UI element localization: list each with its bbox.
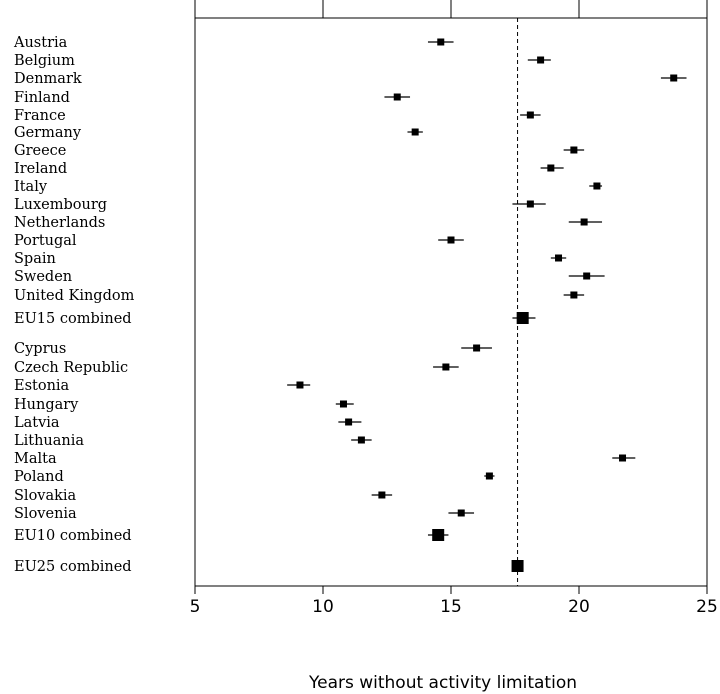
estimate-marker — [583, 272, 591, 280]
row-label: Cyprus — [14, 341, 66, 357]
row-france: France — [14, 108, 541, 124]
estimate-marker — [447, 236, 455, 244]
row-label: EU10 combined — [14, 528, 132, 544]
row-germany: Germany — [14, 125, 423, 141]
estimate-marker — [393, 93, 401, 101]
row-label: Latvia — [14, 415, 60, 431]
row-netherlands: Netherlands — [14, 215, 603, 231]
estimate-marker — [473, 344, 481, 352]
combined-estimate-marker — [511, 560, 524, 572]
row-eu15-combined: EU15 combined — [14, 311, 536, 327]
row-italy: Italy — [14, 179, 603, 195]
estimate-marker — [580, 218, 588, 226]
row-label: Italy — [14, 179, 48, 195]
row-label: Denmark — [14, 71, 82, 87]
combined-estimate-marker — [432, 529, 445, 541]
x-tick-label: 25 — [696, 597, 718, 617]
row-ireland: Ireland — [14, 161, 564, 177]
estimate-marker — [357, 436, 365, 444]
estimate-marker — [437, 38, 445, 46]
row-czech-republic: Czech Republic — [14, 360, 459, 376]
row-label: France — [14, 108, 66, 124]
estimate-marker — [537, 56, 545, 64]
row-label: United Kingdom — [14, 288, 135, 304]
estimate-marker — [570, 291, 578, 299]
forest-rows: Austria Belgium Denmark Finland FranceGerman… — [13, 35, 687, 575]
row-label: Malta — [14, 451, 57, 467]
row-label: EU25 combined — [14, 559, 132, 575]
row-sweden: Sweden — [14, 269, 605, 285]
row-label: Finland — [14, 90, 70, 106]
row-belgium: Belgium — [14, 53, 551, 69]
estimate-marker — [526, 200, 534, 208]
row-lithuania: Lithuania — [14, 433, 372, 449]
row-label: Luxembourg — [14, 197, 107, 213]
row-label: Sweden — [14, 269, 72, 285]
row-eu10-combined: EU10 combined — [14, 528, 449, 544]
estimate-marker — [570, 146, 578, 154]
row-finland: Finland — [14, 90, 411, 106]
row-austria: Austria — [13, 35, 454, 51]
estimate-marker — [619, 454, 627, 462]
row-label: Germany — [14, 125, 82, 141]
estimate-marker — [411, 128, 419, 136]
plot-frame — [194, 17, 708, 587]
x-axis: 5 10 15 20 25 — [190, 586, 718, 617]
row-label: Estonia — [14, 378, 70, 394]
row-denmark: Denmark — [14, 71, 687, 87]
row-spain: Spain — [14, 251, 567, 267]
row-cyprus: Cyprus — [14, 341, 492, 357]
row-eu25-combined: EU25 combined — [14, 559, 524, 575]
estimate-marker — [345, 418, 353, 426]
row-label: Czech Republic — [14, 360, 128, 376]
row-label: Ireland — [14, 161, 67, 177]
row-label: Slovenia — [14, 506, 77, 522]
x-tick-label: 5 — [190, 597, 201, 617]
x-tick-label: 10 — [312, 597, 334, 617]
row-poland: Poland — [14, 469, 495, 485]
combined-estimate-marker — [516, 312, 529, 324]
row-luxembourg: Luxembourg — [14, 197, 546, 213]
estimate-marker — [457, 509, 465, 517]
row-greece: Greece — [14, 143, 585, 159]
row-slovenia: Slovenia — [14, 506, 475, 522]
row-label: Lithuania — [14, 433, 84, 449]
row-label: Hungary — [14, 397, 79, 413]
estimate-marker — [555, 254, 563, 262]
row-hungary: Hungary — [14, 397, 354, 413]
row-label: Poland — [14, 469, 64, 485]
row-estonia: Estonia — [14, 378, 311, 394]
row-portugal: Portugal — [14, 233, 464, 249]
row-label: Spain — [14, 251, 56, 267]
estimate-marker — [670, 74, 678, 82]
row-label: Slovakia — [14, 488, 77, 504]
row-label: Austria — [13, 35, 68, 51]
row-label: Netherlands — [14, 215, 105, 231]
x-tick-label: 20 — [568, 597, 590, 617]
estimate-marker — [339, 400, 347, 408]
row-label: EU15 combined — [14, 311, 132, 327]
estimate-marker — [378, 491, 386, 499]
estimate-marker — [442, 363, 450, 371]
row-latvia: Latvia — [14, 415, 362, 431]
row-label: Greece — [14, 143, 66, 159]
estimate-marker — [593, 182, 601, 190]
estimate-marker — [547, 164, 555, 172]
x-axis-title: Years without activity limitation — [308, 673, 577, 693]
row-label: Belgium — [14, 53, 75, 69]
estimate-marker — [485, 472, 493, 480]
row-malta: Malta — [14, 451, 636, 467]
x-tick-label: 15 — [440, 597, 462, 617]
row-slovakia: Slovakia — [14, 488, 393, 504]
row-united-kingdom: United Kingdom — [14, 288, 585, 304]
estimate-marker — [526, 111, 534, 119]
row-label: Portugal — [14, 233, 77, 249]
top-axis-ticks — [194, 0, 708, 18]
estimate-marker — [296, 381, 304, 389]
